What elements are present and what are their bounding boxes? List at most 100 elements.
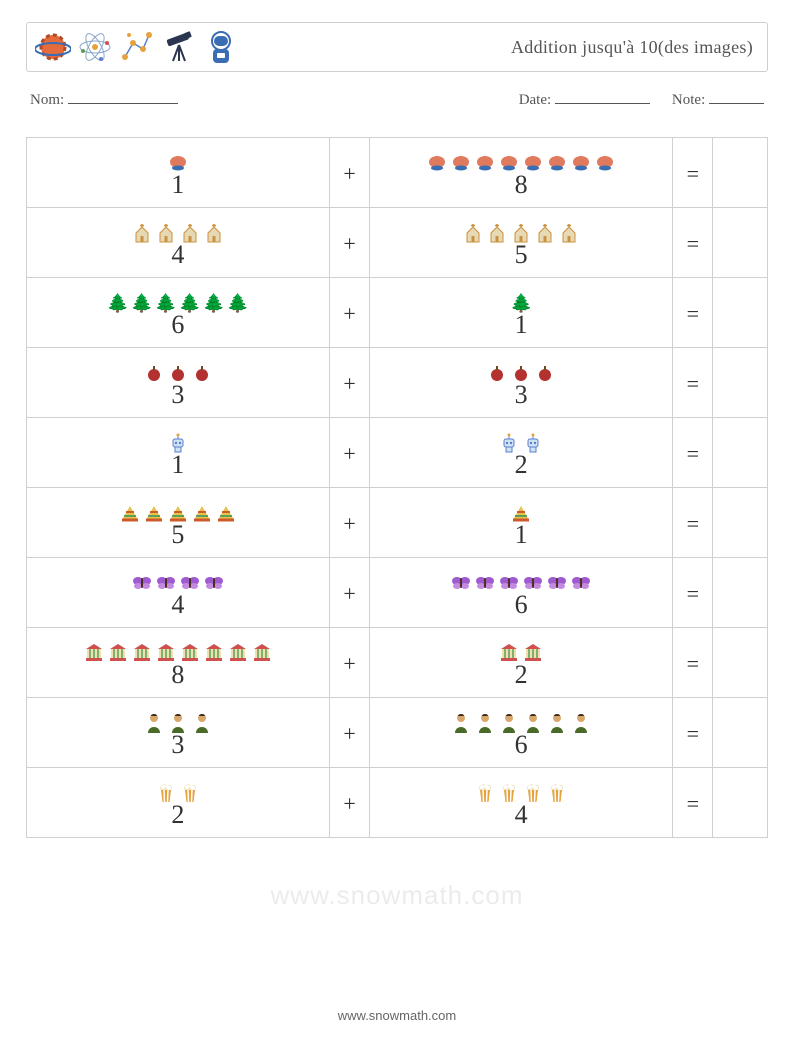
answer-cell[interactable]: [713, 558, 768, 628]
operand-number: 8: [515, 172, 528, 198]
equals-cell: =: [673, 768, 713, 838]
left-operand-cell: 2: [27, 768, 330, 838]
right-operand-cell: 6: [370, 698, 673, 768]
watermark: www.snowmath.com: [0, 880, 794, 911]
right-operand-cell: 1: [370, 488, 673, 558]
left-operand-cell: 4: [27, 558, 330, 628]
table-row: 1 +2 =: [27, 418, 768, 488]
equals-cell: =: [673, 278, 713, 348]
operand-number: 4: [171, 592, 184, 618]
worksheet-table: 1+8=4+5=🌲🌲🌲🌲🌲🌲6+🌲1=3+3=1+2=5+1=4+6=8+2=3…: [26, 137, 768, 838]
operand-number: 6: [171, 312, 184, 338]
left-operand-cell: 3: [27, 348, 330, 418]
operand-number: 4: [171, 242, 184, 268]
answer-cell[interactable]: [713, 278, 768, 348]
header-bar: Addition jusqu'à 10(des images): [26, 22, 768, 72]
operand-number: 1: [171, 452, 184, 478]
answer-cell[interactable]: [713, 138, 768, 208]
plus-cell: +: [329, 278, 369, 348]
right-operand-cell: 2: [370, 418, 673, 488]
table-row: 5 +1 =: [27, 488, 768, 558]
answer-cell[interactable]: [713, 488, 768, 558]
right-operand-cell: 2: [370, 628, 673, 698]
equals-cell: =: [673, 208, 713, 278]
table-row: 3 +3 =: [27, 348, 768, 418]
name-label: Nom:: [30, 92, 68, 108]
note-label: Note:: [672, 92, 709, 108]
plus-cell: +: [329, 138, 369, 208]
right-operand-cell: 4: [370, 768, 673, 838]
operand-number: 4: [515, 802, 528, 828]
equals-cell: =: [673, 348, 713, 418]
plus-cell: +: [329, 768, 369, 838]
operand-number: 2: [515, 662, 528, 688]
plus-cell: +: [329, 698, 369, 768]
operand-number: 2: [171, 802, 184, 828]
answer-cell[interactable]: [713, 208, 768, 278]
equals-cell: =: [673, 628, 713, 698]
date-label: Date:: [519, 92, 555, 108]
left-operand-cell: 🌲🌲🌲🌲🌲🌲6: [27, 278, 330, 348]
equals-cell: =: [673, 558, 713, 628]
table-row: 4 +6 =: [27, 558, 768, 628]
name-field: Nom:: [30, 90, 178, 109]
operand-number: 6: [515, 592, 528, 618]
right-operand-cell: 3: [370, 348, 673, 418]
plus-cell: +: [329, 628, 369, 698]
plus-cell: +: [329, 488, 369, 558]
astronaut-icon: [201, 27, 241, 67]
table-row: 🌲🌲🌲🌲🌲🌲6+🌲1=: [27, 278, 768, 348]
table-row: 3 +6 =: [27, 698, 768, 768]
answer-cell[interactable]: [713, 348, 768, 418]
left-operand-cell: 1: [27, 138, 330, 208]
note-blank[interactable]: [709, 90, 764, 104]
table-row: 1 +8 =: [27, 138, 768, 208]
operand-number: 6: [515, 732, 528, 758]
planet-icon: [33, 27, 73, 67]
answer-cell[interactable]: [713, 698, 768, 768]
operand-number: 8: [171, 662, 184, 688]
plus-cell: +: [329, 208, 369, 278]
right-operand-cell: 🌲1: [370, 278, 673, 348]
left-operand-cell: 3: [27, 698, 330, 768]
table-row: 4 +5 =: [27, 208, 768, 278]
info-line: Nom: Date: Note:: [30, 90, 764, 109]
right-operand-cell: 6: [370, 558, 673, 628]
operand-number: 3: [515, 382, 528, 408]
constellation-icon: [117, 27, 157, 67]
name-blank[interactable]: [68, 90, 178, 104]
operand-number: 5: [171, 522, 184, 548]
operand-number: 1: [515, 312, 528, 338]
note-field: Note:: [672, 90, 764, 109]
operand-number: 1: [171, 172, 184, 198]
right-operand-cell: 5: [370, 208, 673, 278]
equals-cell: =: [673, 488, 713, 558]
operand-number: 5: [515, 242, 528, 268]
equals-cell: =: [673, 138, 713, 208]
answer-cell[interactable]: [713, 418, 768, 488]
telescope-icon: [159, 27, 199, 67]
date-field: Date:: [519, 90, 650, 109]
operand-number: 2: [515, 452, 528, 478]
date-blank[interactable]: [555, 90, 650, 104]
answer-cell[interactable]: [713, 768, 768, 838]
plus-cell: +: [329, 348, 369, 418]
footer-url: www.snowmath.com: [0, 1008, 794, 1023]
left-operand-cell: 1: [27, 418, 330, 488]
table-row: 8 +2 =: [27, 628, 768, 698]
operand-number: 3: [171, 382, 184, 408]
equals-cell: =: [673, 418, 713, 488]
left-operand-cell: 8: [27, 628, 330, 698]
operand-number: 3: [171, 732, 184, 758]
equals-cell: =: [673, 698, 713, 768]
left-operand-cell: 4: [27, 208, 330, 278]
header-icons: [33, 27, 241, 67]
right-operand-cell: 8: [370, 138, 673, 208]
table-row: 2 +4 =: [27, 768, 768, 838]
plus-cell: +: [329, 558, 369, 628]
page-title: Addition jusqu'à 10(des images): [511, 37, 753, 58]
answer-cell[interactable]: [713, 628, 768, 698]
operand-number: 1: [515, 522, 528, 548]
atom-icon: [75, 27, 115, 67]
plus-cell: +: [329, 418, 369, 488]
